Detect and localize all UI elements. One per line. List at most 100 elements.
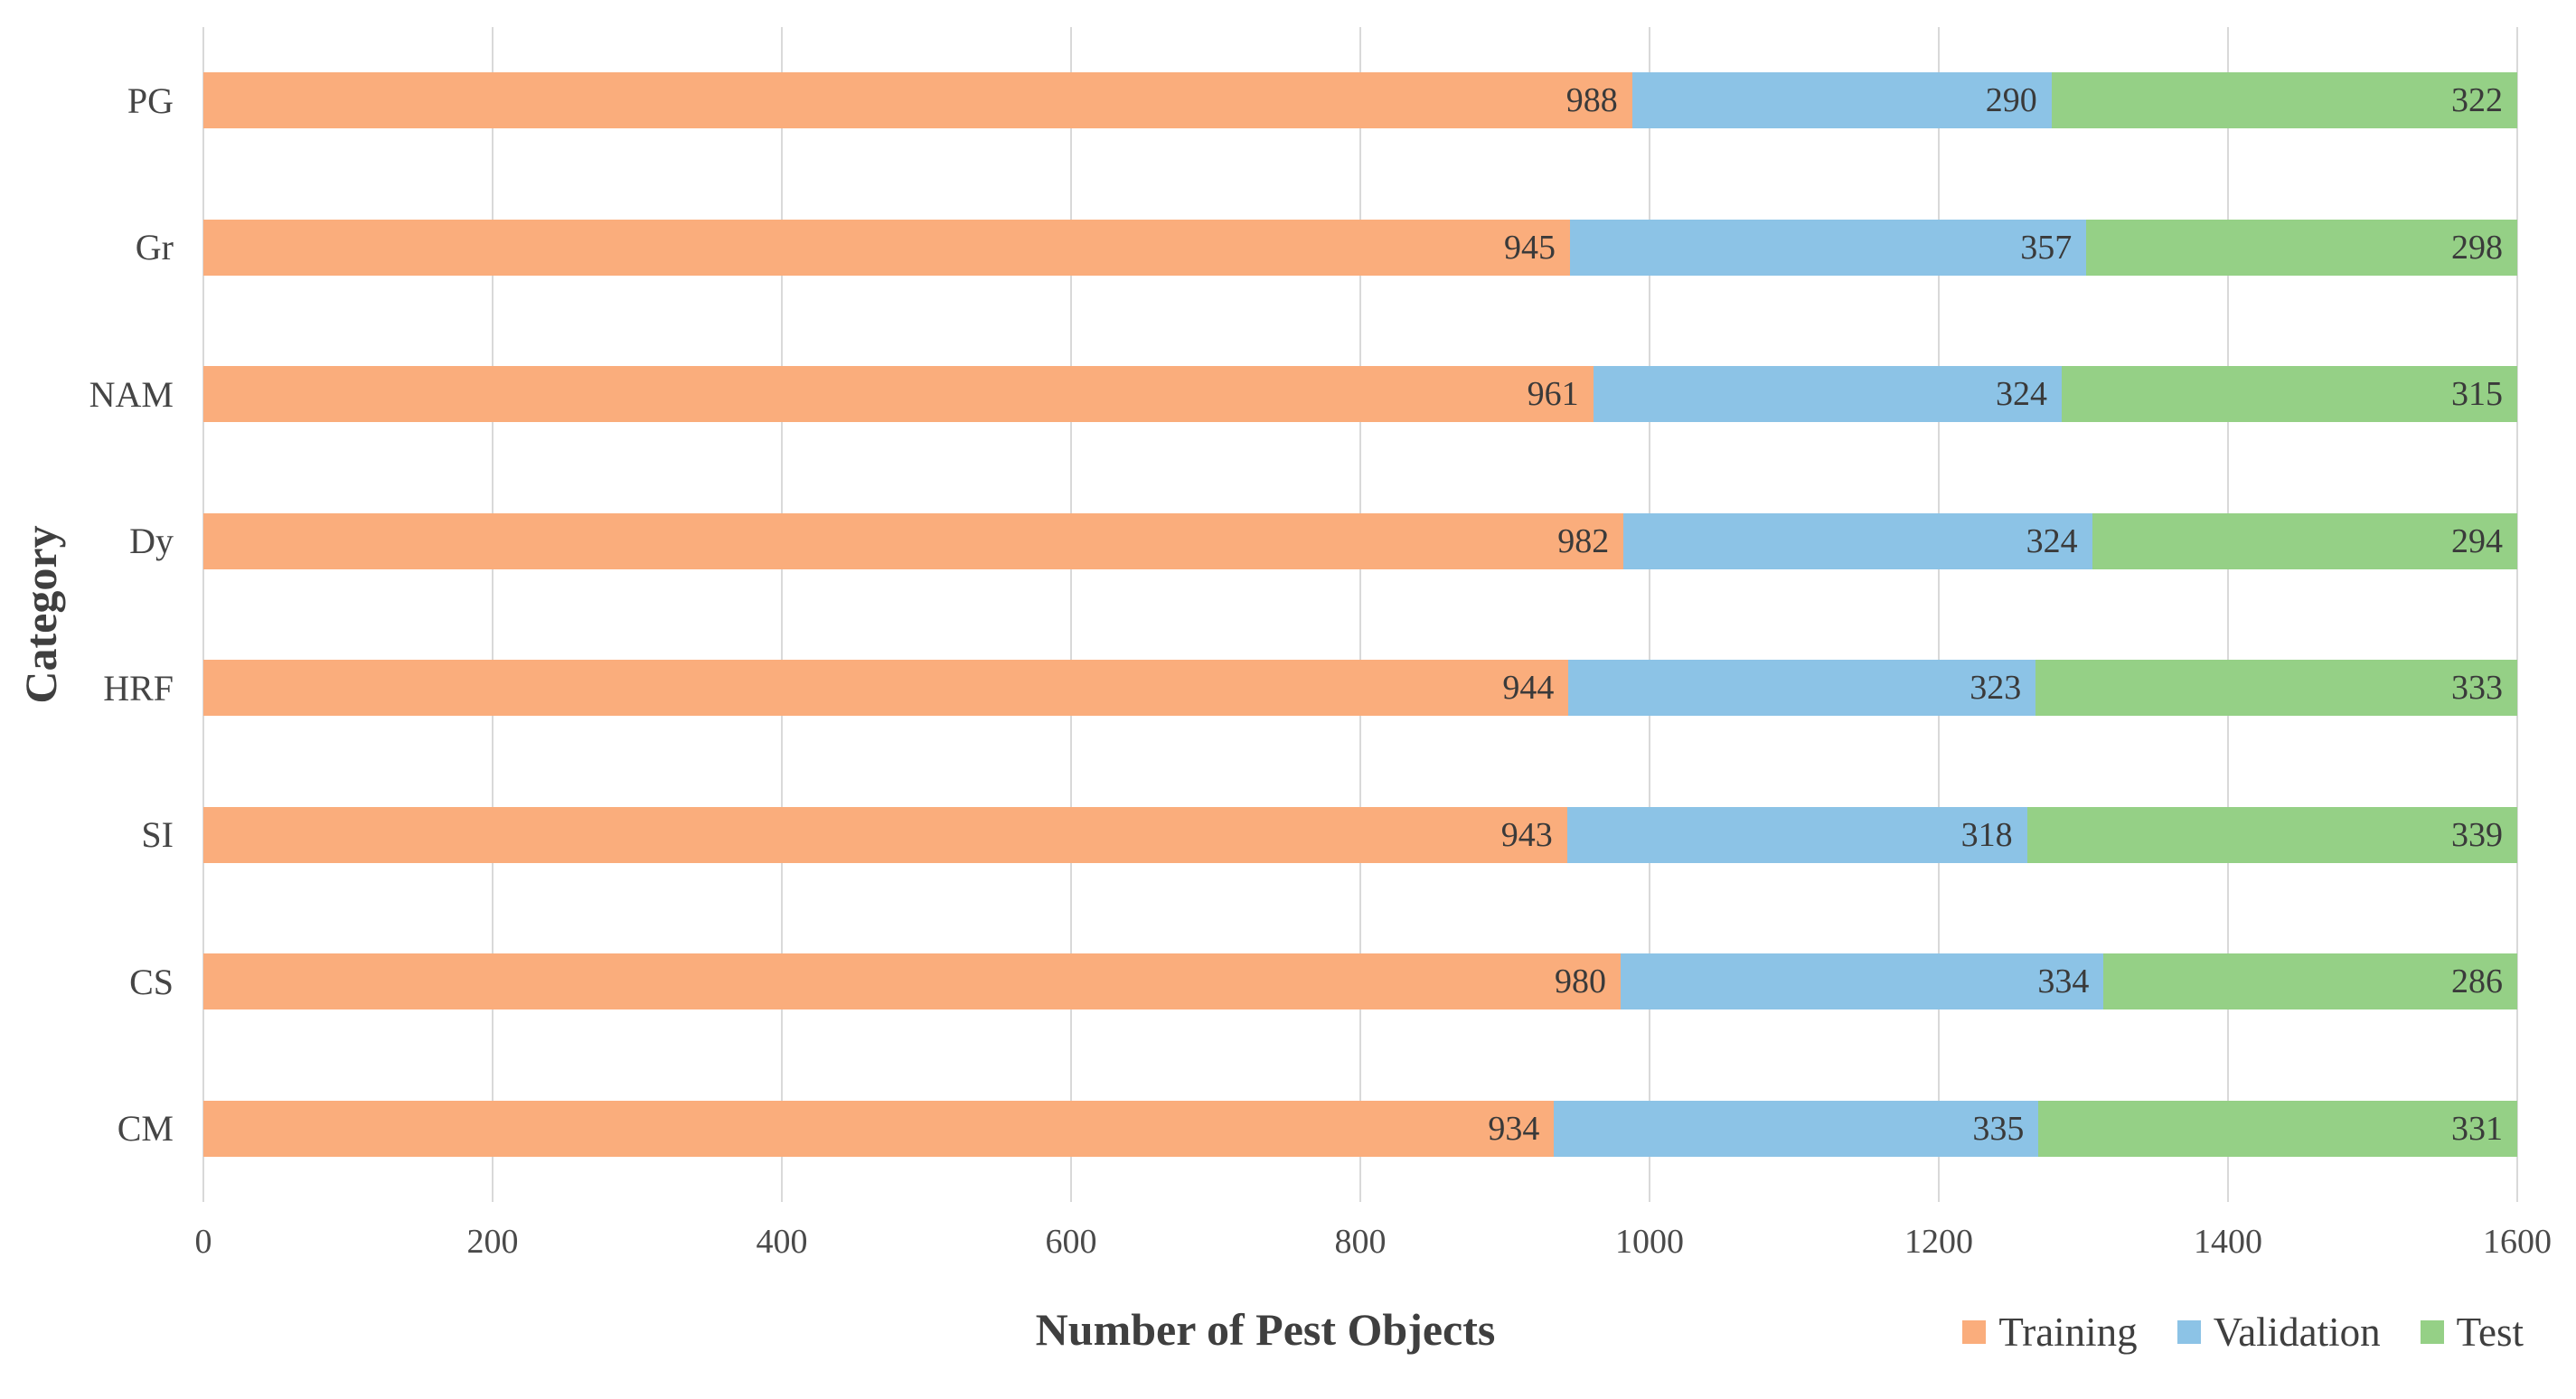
bar-segment-training: 944: [203, 660, 1569, 716]
stacked-bar: 980 334 286: [203, 953, 2517, 1009]
bar-segment-test: 315: [2061, 366, 2517, 422]
value-label: 333: [2450, 669, 2503, 707]
x-tick-label: 1400: [2194, 1223, 2262, 1261]
bar-row: CM 934 335 331: [118, 1056, 2517, 1203]
category-label: CS: [129, 961, 174, 1002]
value-label: 294: [2450, 521, 2503, 560]
bar-segment-validation: 334: [1621, 953, 2104, 1009]
value-label: 988: [1565, 81, 1618, 119]
bar-row: PG 988 290 322: [127, 27, 2517, 174]
bar-row: Dy 982 324 294: [129, 468, 2517, 615]
stacked-bar: 982 324 294: [203, 512, 2517, 569]
bar-segment-validation: 335: [1554, 1100, 2039, 1157]
value-label: 980: [1555, 962, 1606, 1000]
gridline: [2516, 27, 2518, 1202]
value-label: 945: [1504, 228, 1556, 267]
category-label: SI: [141, 814, 174, 856]
gridline: [1359, 27, 1361, 1202]
x-axis-title: Number of Pest Objects: [1035, 1304, 1496, 1355]
bar-segment-validation: 324: [1623, 512, 2092, 569]
stacked-bar: 961 324 315: [203, 366, 2517, 422]
bar-segment-training: 945: [203, 219, 1570, 276]
bar-segment-validation: 318: [1566, 806, 2027, 863]
x-tick-label: 800: [1334, 1223, 1387, 1261]
bar-segment-training: 961: [203, 366, 1594, 422]
value-label: 335: [1972, 1109, 2025, 1148]
bar-row: Gr 945 357 298: [136, 174, 2517, 322]
legend-swatch-icon: [2176, 1320, 2201, 1344]
value-label: 357: [2020, 228, 2073, 267]
legend-label: Validation: [2213, 1310, 2381, 1355]
value-label: 944: [1502, 669, 1555, 707]
category-label: Gr: [135, 227, 174, 268]
stacked-bar: 943 318 339: [203, 806, 2517, 863]
value-label: 934: [1488, 1109, 1540, 1148]
gridline: [781, 27, 783, 1202]
bar-segment-test: 339: [2026, 806, 2517, 863]
category-label: CM: [117, 1108, 174, 1150]
value-label: 324: [2026, 521, 2078, 560]
plot-area: PG 988 290 322 Gr 945 357 298 NAM 961 324 315 Dy 982 3…: [89, 27, 2518, 1203]
value-label: 324: [1995, 375, 2047, 413]
stacked-bar: 945 357 298: [203, 219, 2517, 276]
value-label: 286: [2450, 962, 2503, 1000]
category-label: PG: [127, 80, 174, 121]
gridline: [492, 27, 494, 1202]
value-label: 339: [2450, 815, 2503, 854]
bar-row: NAM 961 324 315: [89, 321, 2517, 468]
x-tick-label: 600: [1045, 1223, 1097, 1261]
bar-segment-validation: 357: [1570, 219, 2087, 276]
bar-segment-test: 322: [2051, 72, 2517, 128]
value-label: 331: [2450, 1109, 2503, 1148]
legend-swatch-icon: [2420, 1320, 2444, 1344]
bar-segment-training: 934: [203, 1100, 1555, 1157]
stacked-bar: 944 323 333: [203, 660, 2517, 716]
value-label: 943: [1500, 815, 1553, 854]
x-tick-label: 0: [194, 1223, 212, 1261]
gridline: [1070, 27, 1072, 1202]
stacked-bar: 934 335 331: [203, 1100, 2517, 1157]
value-label: 961: [1527, 375, 1579, 413]
legend-label: Test: [2456, 1310, 2524, 1355]
gridline: [2227, 27, 2229, 1202]
x-tick-label: 1000: [1615, 1223, 1684, 1261]
x-tick-label: 1600: [2483, 1223, 2552, 1261]
legend-label: Training: [1998, 1310, 2138, 1355]
value-label: 318: [1960, 815, 2013, 854]
category-label: Dy: [129, 521, 174, 562]
value-label: 334: [2037, 962, 2090, 1000]
bar-segment-validation: 290: [1631, 72, 2052, 128]
x-tick-label: 400: [756, 1223, 808, 1261]
gridline: [1649, 27, 1650, 1202]
category-label: NAM: [89, 373, 174, 415]
legend-item-validation: Validation: [2176, 1309, 2381, 1356]
bar-segment-training: 988: [203, 72, 1632, 128]
bar-row: HRF 944 323 333: [103, 615, 2517, 762]
bar-segment-validation: 324: [1593, 366, 2062, 422]
legend-swatch-icon: [1962, 1320, 1987, 1344]
bar-row: SI 943 318 339: [141, 762, 2517, 909]
category-label: HRF: [103, 667, 174, 709]
value-label: 298: [2450, 228, 2503, 267]
x-tick-label: 1200: [1904, 1223, 1973, 1261]
bar-segment-test: 331: [2038, 1100, 2517, 1157]
bar-segment-training: 980: [203, 953, 1621, 1009]
bar-segment-validation: 323: [1568, 660, 2036, 716]
legend-item-test: Test: [2420, 1309, 2524, 1356]
gridline: [202, 27, 204, 1202]
bar-segment-training: 982: [203, 512, 1624, 569]
stacked-bar: 988 290 322: [203, 72, 2517, 128]
value-label: 322: [2450, 81, 2503, 119]
bar-segment-test: 294: [2092, 512, 2517, 569]
bar-segment-test: 298: [2086, 219, 2517, 276]
value-label: 323: [1970, 669, 2022, 707]
legend-item-training: Training: [1962, 1309, 2138, 1356]
bar-segment-training: 943: [203, 806, 1567, 863]
x-tick-label: 200: [466, 1223, 519, 1261]
gridline: [1938, 27, 1940, 1202]
value-label: 982: [1557, 521, 1610, 560]
bar-segment-test: 333: [2035, 660, 2517, 716]
bar-segment-test: 286: [2103, 953, 2517, 1009]
value-label: 315: [2450, 375, 2503, 413]
